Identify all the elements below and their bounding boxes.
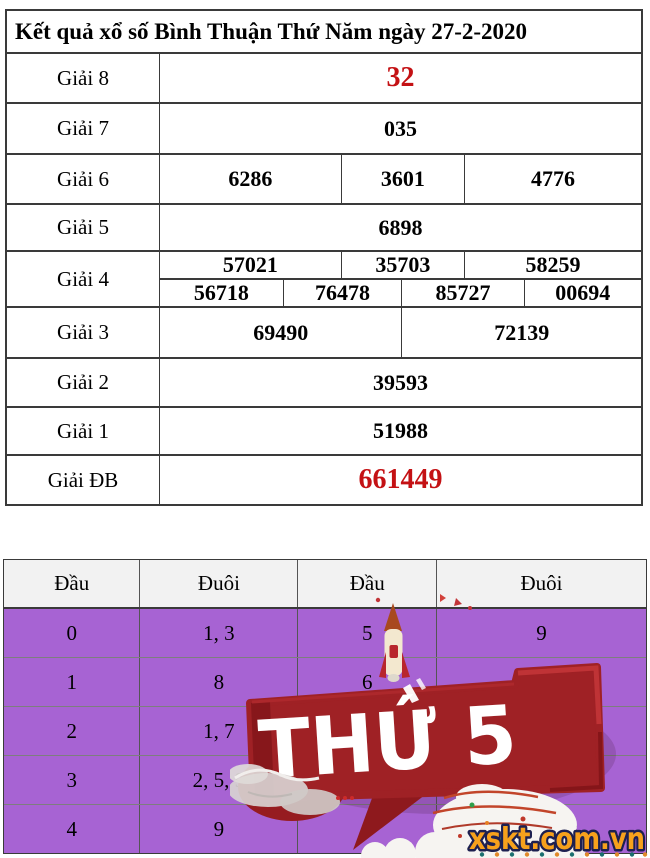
- column-header: Đầu: [54, 571, 90, 595]
- prize-row-g5: Giải 5 6898: [7, 205, 641, 252]
- prize-number: 51988: [373, 418, 428, 443]
- tail-value: 1, 3: [139, 609, 297, 657]
- tail-value: 9: [436, 609, 646, 657]
- page-title: Kết quả xổ số Bình Thuận Thứ Năm ngày 27…: [7, 11, 641, 54]
- head-tail-row: 2 1, 7 7 6, 8: [4, 707, 646, 756]
- prize-number: 72139: [401, 308, 641, 357]
- head-value: 2: [66, 718, 77, 743]
- prize-label: Giải 7: [7, 104, 160, 153]
- prize-row-g7: Giải 7 035: [7, 104, 641, 155]
- column-header: Đuôi: [139, 560, 297, 607]
- tail-value: 6, 8: [436, 707, 646, 755]
- prize-label: Giải 6: [7, 155, 160, 203]
- tail-value: 1, 7: [139, 707, 297, 755]
- prize-row-g3: Giải 3 69490 72139: [7, 308, 641, 359]
- prize-number: 58259: [463, 252, 641, 278]
- prize-number: 6286: [228, 166, 273, 191]
- head-value: 5: [297, 609, 436, 657]
- prize-label: Giải 1: [7, 408, 160, 454]
- prize-number: 4776: [463, 155, 641, 203]
- prize-label: Giải 2: [7, 359, 160, 406]
- prize-number: 76478: [282, 280, 402, 306]
- head-tail-header-row: Đầu Đuôi Đầu Đuôi: [4, 560, 646, 609]
- prize-number: 85727: [401, 280, 523, 306]
- prize-results-table: Kết quả xổ số Bình Thuận Thứ Năm ngày 27…: [5, 9, 643, 506]
- prize-label: Giải 3: [7, 308, 160, 357]
- prize-label: Giải 8: [7, 54, 160, 102]
- prize-row-g6: Giải 6 6286 3601 4776: [7, 155, 641, 205]
- column-header: Đuôi: [436, 560, 646, 607]
- prize-row-g8: Giải 8 32: [7, 54, 641, 104]
- column-header: Đầu: [297, 560, 436, 607]
- prize-number: 00694: [523, 280, 641, 306]
- head-value: 7: [297, 707, 436, 755]
- prize-row-gdb: Giải ĐB 661449: [7, 456, 641, 504]
- head-value: 9: [297, 805, 436, 853]
- prize-number: 39593: [373, 369, 428, 395]
- head-value: 0: [66, 620, 77, 645]
- head-tail-row: 0 1, 3 5 9: [4, 609, 646, 658]
- tail-value: 0, 3, 4, 8: [436, 805, 646, 853]
- prize-row-g2: Giải 2 39593: [7, 359, 641, 408]
- tail-value: [436, 658, 646, 706]
- head-value: 4: [66, 816, 77, 841]
- prize-number: 661449: [358, 464, 443, 495]
- prize-number: 69490: [253, 319, 309, 345]
- prize-number: 57021: [222, 252, 278, 277]
- prize-number: 6898: [378, 214, 423, 240]
- prize-label: Giải ĐB: [7, 456, 160, 504]
- tail-value: 8: [139, 658, 297, 706]
- head-tail-row: 3 2, 5, 9 8 6, 8: [4, 756, 646, 805]
- prize-number: 56718: [193, 280, 249, 305]
- head-tail-row: 1 8 6: [4, 658, 646, 707]
- head-value: 6: [297, 658, 436, 706]
- prize-number: 3601: [340, 155, 464, 203]
- prize-row-g4: Giải 4 57021 35703 58259 56718 76478 857…: [7, 252, 641, 308]
- prize-row-g1: Giải 1 51988: [7, 408, 641, 456]
- tail-value: 9: [139, 805, 297, 853]
- prize-number: 035: [384, 115, 417, 141]
- head-value: 8: [297, 756, 436, 804]
- prize-number: 32: [386, 62, 415, 93]
- tail-value: 6, 8: [436, 756, 646, 804]
- head-value: 3: [66, 767, 77, 792]
- prize-number: 35703: [340, 252, 464, 278]
- head-tail-row: 4 9 9 0, 3, 4, 8: [4, 805, 646, 853]
- head-tail-table: Đầu Đuôi Đầu Đuôi 0 1, 3 5 9 1 8 6 2 1, …: [3, 559, 647, 854]
- head-value: 1: [66, 669, 77, 694]
- prize-label: Giải 4: [7, 252, 160, 306]
- tail-value: 2, 5, 9: [139, 756, 297, 804]
- prize-label: Giải 5: [7, 205, 160, 250]
